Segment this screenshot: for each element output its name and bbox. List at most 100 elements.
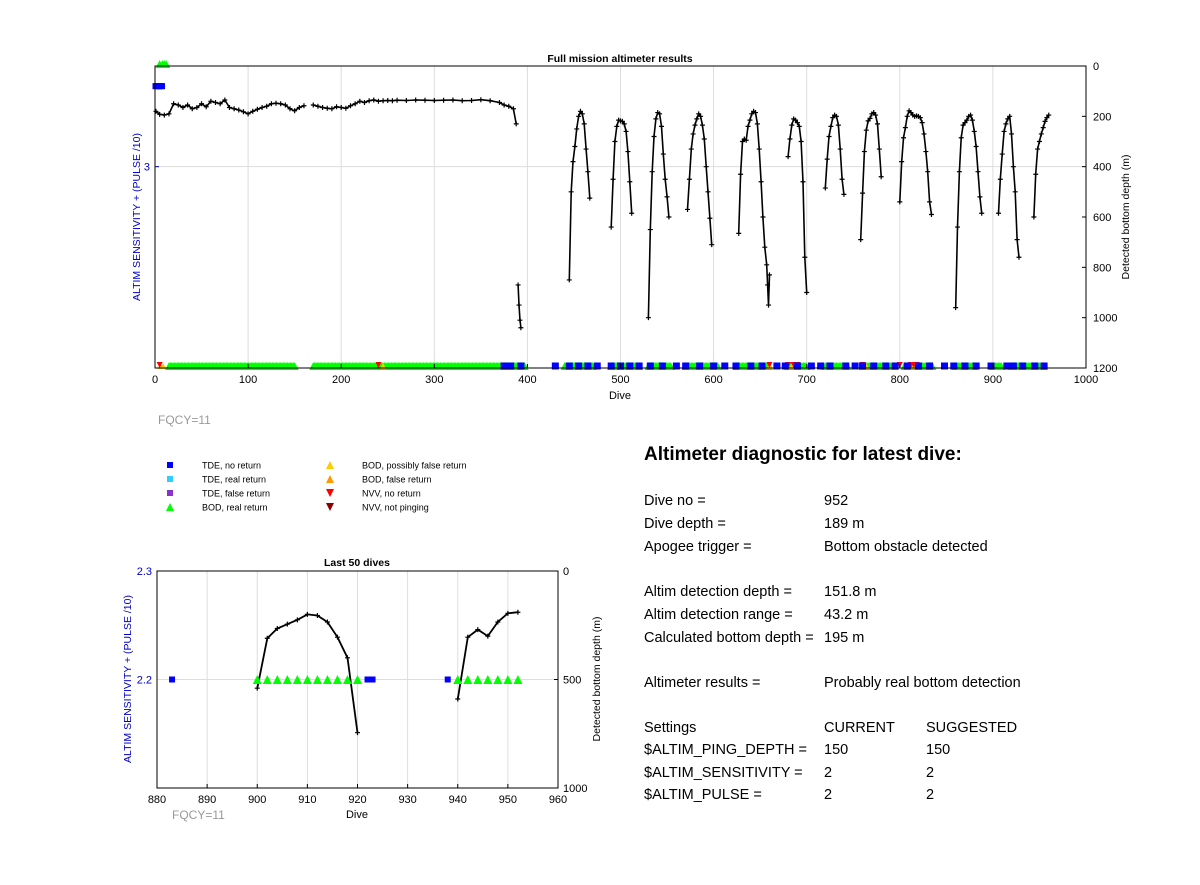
depth-point — [858, 237, 864, 243]
tde-no-return-marker — [891, 362, 899, 370]
bod-real-return-marker — [292, 675, 302, 684]
depth-point — [824, 156, 830, 162]
x-tick-label: 940 — [449, 794, 467, 806]
depth-point — [581, 121, 587, 127]
legend-symbol — [326, 475, 334, 483]
legend-label: BOD, false return — [362, 475, 432, 485]
depth-point — [908, 110, 914, 116]
depth-point — [698, 113, 704, 119]
depth-point — [259, 105, 265, 111]
depth-point — [796, 123, 802, 129]
sub-right-y-label: Detected bottom depth (m) — [591, 617, 603, 742]
depth-point — [649, 169, 655, 175]
depth-point — [222, 97, 228, 103]
depth-point — [837, 146, 843, 152]
x-tick-label: 910 — [298, 794, 316, 806]
apogee-value: Bottom obstacle detected — [824, 539, 988, 555]
tde-no-return-marker — [817, 362, 825, 370]
tde-no-return-marker — [1031, 362, 1039, 370]
bod-real-return-marker — [302, 675, 312, 684]
depth-point — [371, 97, 377, 103]
depth-point — [789, 122, 795, 128]
depth-point — [694, 116, 700, 122]
x-tick-label: 880 — [148, 794, 166, 806]
depth-point — [860, 190, 866, 196]
x-tick-label: 200 — [332, 374, 350, 386]
sub-ticks: 880 890 900 910 920 930 940 950 960 0 500 1000 2.2 2.… — [137, 566, 588, 806]
diagnostic-title: Altimeter diagnostic for latest dive: — [644, 444, 962, 465]
depth-point — [465, 634, 471, 640]
depth-point — [273, 100, 279, 106]
tde-no-return-marker — [903, 362, 911, 370]
depth-point — [686, 176, 692, 182]
depth-series-line — [568, 109, 591, 280]
depth-point — [250, 108, 256, 114]
legend-label: NVV, not pinging — [362, 503, 429, 513]
depth-point — [754, 121, 760, 127]
diagnostic-panel: Altimeter diagnostic for latest dive: Di… — [644, 444, 1164, 814]
depth-point — [304, 611, 310, 617]
apogee-label: Apogee trigger = — [644, 539, 752, 555]
main-x-label: Dive — [609, 390, 631, 402]
depth-point — [355, 730, 360, 736]
depth-point — [975, 169, 981, 175]
legend-symbol — [326, 503, 334, 511]
tde-no-return-marker — [575, 362, 583, 370]
depth-point — [1038, 131, 1044, 137]
nvv-no-return-marker — [766, 362, 773, 368]
sub-chart-title: Last 50 dives — [324, 557, 390, 569]
tde-no-return-marker — [696, 362, 704, 370]
depth-point — [478, 97, 484, 103]
depth-point — [627, 179, 633, 185]
legend-symbol — [326, 461, 334, 469]
legend-label: BOD, real return — [202, 503, 268, 513]
right-tick-label: 400 — [1093, 162, 1111, 174]
depth-point — [904, 113, 910, 119]
depth-point — [865, 118, 871, 124]
setting-name: $ALTIM_PULSE = — [644, 787, 762, 803]
depth-point — [749, 111, 755, 117]
tde-no-return-marker — [926, 362, 934, 370]
tde-no-return-marker — [793, 362, 801, 370]
bod-real-return-marker — [272, 675, 282, 684]
depth-point — [161, 112, 167, 118]
depth-series-line — [787, 117, 808, 293]
tde-no-return-marker — [781, 362, 789, 370]
depth-point — [953, 305, 959, 311]
x-tick-label: 0 — [152, 374, 158, 386]
right-tick-label: 500 — [563, 675, 581, 687]
depth-point — [576, 113, 582, 119]
depth-point — [226, 105, 232, 111]
right-tick-label: 1200 — [1093, 363, 1117, 375]
depth-point — [897, 199, 903, 205]
depth-point — [928, 211, 934, 217]
depth-point — [254, 106, 260, 112]
settings-header: Settings — [644, 720, 697, 736]
tde-no-return-marker — [517, 362, 525, 370]
depth-point — [375, 98, 381, 104]
right-tick-label: 1000 — [1093, 313, 1117, 325]
depth-point — [194, 105, 200, 111]
legend-symbol — [167, 476, 173, 482]
tde-no-return-marker — [584, 362, 592, 370]
dive-depth-label: Dive depth = — [644, 516, 726, 532]
depth-point — [738, 171, 744, 177]
depth-point — [645, 315, 651, 321]
depth-point — [324, 105, 330, 111]
bod-real-return-marker — [503, 675, 513, 684]
sub-x-label: Dive — [346, 809, 368, 821]
depth-point — [157, 111, 163, 117]
dive-depth-value: 189 m — [824, 516, 865, 532]
depth-point — [956, 169, 962, 175]
depth-point — [1033, 171, 1039, 177]
depth-point — [787, 136, 793, 142]
depth-point — [705, 189, 711, 195]
depth-point — [798, 139, 804, 144]
tde-no-return-marker — [987, 362, 995, 370]
depth-point — [334, 634, 340, 640]
depth-point — [1007, 113, 1013, 119]
right-tick-label: 600 — [1093, 212, 1111, 224]
bod-real-return-marker — [322, 675, 332, 684]
depth-point — [485, 633, 491, 639]
depth-point — [208, 98, 214, 104]
